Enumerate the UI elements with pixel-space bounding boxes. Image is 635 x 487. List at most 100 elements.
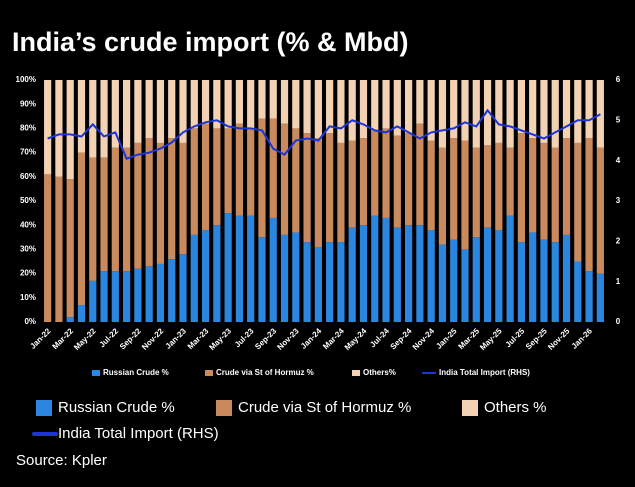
bar-segment: [292, 232, 300, 322]
bar-segment: [427, 140, 435, 231]
bar-segment: [292, 128, 300, 233]
bar-segment: [111, 147, 119, 272]
bar-segment: [495, 142, 503, 231]
bar-segment: [359, 225, 368, 322]
bar-segment: [269, 217, 277, 322]
bar-segment: [337, 80, 345, 143]
bar-segment: [145, 80, 153, 139]
bar-segment: [55, 80, 63, 177]
bar-segment: [483, 145, 492, 228]
bar-segment: [348, 227, 356, 322]
bar-segment: [461, 80, 469, 141]
bar-segment: [393, 80, 401, 136]
bar-segment: [179, 80, 187, 143]
bar-segment: [314, 138, 322, 247]
bar-segment: [224, 128, 232, 214]
bar-segment: [44, 80, 52, 175]
bar-segment: [303, 242, 311, 322]
bar-segment: [495, 230, 503, 322]
y2-tick-label: 0: [616, 317, 621, 326]
bar-segment: [168, 138, 176, 260]
bar-segment: [224, 80, 232, 129]
bar-segment: [190, 234, 198, 322]
bar-segment: [438, 80, 447, 148]
legend-label: India Total Import (RHS): [439, 368, 530, 377]
bar-segment: [450, 138, 458, 240]
y-tick-label: 20%: [20, 269, 36, 278]
bar-segment: [303, 133, 311, 243]
legend-label: Others %: [484, 399, 547, 416]
bar-segment: [359, 80, 368, 139]
bar-segment: [382, 80, 390, 129]
bar-segment: [156, 80, 165, 143]
y-tick-label: 70%: [20, 148, 36, 157]
bar-segment: [483, 227, 492, 322]
bar-segment: [551, 80, 559, 148]
bar-segment: [326, 80, 334, 134]
bar-segment: [100, 271, 108, 322]
bar-segment: [280, 123, 289, 235]
bar-segment: [201, 123, 210, 231]
bar-segment: [201, 80, 210, 124]
bar-segment: [359, 138, 368, 226]
bar-segment: [111, 80, 119, 148]
bar-segment: [280, 234, 289, 322]
y-tick-label: 80%: [20, 124, 36, 133]
bar-segment: [506, 215, 514, 322]
bar-segment: [247, 80, 255, 129]
bar-segment: [89, 80, 97, 158]
bar-segment: [190, 80, 198, 129]
bar-segment: [382, 128, 390, 218]
bar-segment: [314, 246, 322, 322]
y2-tick-label: 2: [616, 236, 621, 245]
bar-segment: [77, 152, 86, 306]
bar-segment: [438, 244, 447, 322]
legend-swatch: [352, 370, 360, 376]
bar-segment: [134, 268, 142, 322]
bar-segment: [258, 80, 266, 119]
bar-segment: [371, 80, 379, 131]
bar-segment: [529, 138, 537, 233]
y-tick-label: 0%: [24, 317, 36, 326]
bar-segment: [450, 80, 458, 139]
legend-swatch: [205, 370, 213, 376]
bar-segment: [472, 237, 480, 322]
legend-swatch: [462, 400, 478, 416]
bar-segment: [405, 133, 413, 226]
bar-segment: [348, 80, 356, 141]
bar-segment: [235, 215, 243, 322]
bar-segment: [562, 80, 571, 139]
bar-segment: [517, 80, 525, 134]
bar-segment: [213, 225, 221, 322]
source: Source: Kpler: [16, 452, 107, 469]
y2-tick-label: 4: [616, 156, 621, 165]
bar-segment: [551, 242, 559, 322]
bar-segment: [585, 80, 593, 139]
bar-segment: [438, 147, 447, 245]
y2-tick-label: 3: [616, 196, 621, 205]
bar-segment: [201, 230, 210, 322]
bar-segment: [337, 142, 345, 243]
bar-segment: [44, 174, 52, 322]
y-tick-label: 40%: [20, 220, 36, 229]
line: [47, 108, 601, 160]
bar-segment: [472, 80, 480, 148]
y-tick-label: 30%: [20, 245, 36, 254]
bar-segment: [337, 242, 345, 322]
bar-segment: [213, 80, 221, 129]
legend-label: Crude via St of Hormuz %: [238, 399, 411, 416]
bar-segment: [551, 147, 559, 243]
bar-segment: [596, 147, 604, 274]
bar-segment: [326, 133, 334, 243]
bar-segment: [258, 118, 266, 238]
legend-label: India Total Import (RHS): [58, 425, 219, 442]
bar-segment: [540, 239, 548, 322]
y-tick-label: 50%: [20, 196, 36, 205]
legend-label: Others%: [363, 368, 396, 377]
legend-swatch: [216, 400, 232, 416]
bar-segment: [123, 80, 131, 148]
bar-segment: [574, 261, 582, 322]
bar-segment: [585, 138, 593, 272]
bar-segment: [224, 213, 232, 322]
bar-segment: [416, 123, 424, 226]
